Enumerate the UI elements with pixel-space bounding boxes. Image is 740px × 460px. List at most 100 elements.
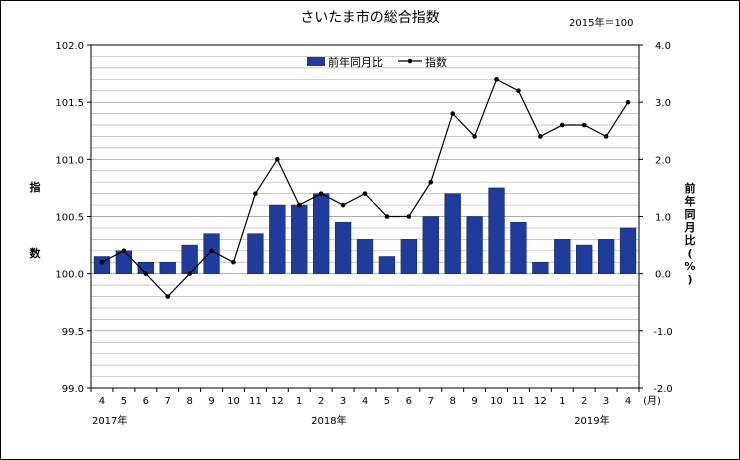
right-tick-label: 4.0 [655, 41, 671, 52]
right-tick-label: 3.0 [655, 98, 671, 109]
left-tick-label: 102.0 [55, 41, 84, 52]
gridlines [91, 56, 639, 377]
bar [291, 204, 308, 274]
left-tick-label: 99.0 [62, 384, 84, 395]
bar [422, 216, 439, 274]
right-tick-label: 0.0 [655, 270, 671, 281]
x-tick-label: 4 [625, 396, 631, 407]
line-point [99, 259, 105, 265]
right-axis-label: 前年同月比(%) [684, 181, 696, 286]
bar [378, 256, 396, 274]
line-point [362, 191, 368, 196]
x-tick-label: 6 [143, 396, 149, 407]
bar [356, 239, 374, 274]
right-tick-label: -1.0 [653, 327, 673, 338]
line-point [603, 134, 609, 139]
x-tick-label: 3 [340, 396, 346, 407]
bar [269, 204, 286, 274]
x-tick-label: 12 [271, 396, 284, 407]
right-axis-char: ) [687, 273, 692, 286]
right-axis-char: 同 [685, 208, 696, 221]
bar [554, 239, 571, 274]
line-point [472, 134, 477, 139]
x-tick-label: 1 [296, 396, 302, 407]
left-tick-label: 101.0 [55, 155, 84, 166]
line-point [275, 157, 280, 162]
line-point [253, 191, 258, 196]
bar-series [93, 187, 637, 274]
base-year-note: 2015年＝100 [569, 16, 634, 29]
line-point [581, 122, 587, 128]
chart-title: さいたま市の総合指数 [300, 9, 440, 26]
left-axis-char: 数 [30, 246, 42, 260]
legend-label-bar: 前年同月比 [328, 55, 383, 69]
legend-swatch-bar [307, 57, 325, 66]
x-tick-label: 7 [428, 396, 434, 407]
x-tick-label: 8 [449, 396, 455, 407]
year-label: 2017年 [92, 414, 127, 427]
bar [576, 244, 593, 274]
x-axis-ticks: 4 5 6 7 8 9 10 11 12 1 2 3 4 5 6 7 8 9 10 11 12 1 2 3 4 (月)2017年 2… [90, 388, 661, 427]
year-label: 2018年 [311, 414, 346, 427]
left-axis-ticks: 99.0 99.5 100.0 100.5 101.0 101.5 102.0 [55, 41, 91, 395]
line-point [494, 77, 499, 82]
line-point [450, 111, 455, 116]
line-point [625, 99, 631, 105]
bar [247, 233, 264, 274]
x-tick-label: 9 [471, 396, 477, 407]
left-axis-char: 指 [30, 180, 41, 194]
x-tick-label: 3 [603, 396, 609, 407]
bar [532, 261, 549, 274]
x-tick-label: 9 [208, 396, 214, 407]
bar [466, 216, 483, 274]
x-tick-label: 4 [99, 396, 105, 407]
left-tick-label: 100.0 [55, 270, 84, 281]
x-tick-label: 1 [559, 396, 565, 407]
bar [619, 227, 637, 274]
bar [400, 239, 417, 274]
line-point [406, 214, 412, 219]
legend-swatch-marker [407, 58, 413, 64]
line-point [121, 248, 127, 254]
x-tick-label: 11 [249, 396, 262, 407]
bar [510, 221, 527, 274]
year-label: 2019年 [574, 414, 609, 427]
line-point [165, 294, 171, 299]
bar [597, 239, 615, 274]
line-point [187, 271, 192, 276]
left-tick-label: 100.5 [55, 213, 84, 224]
x-tick-label: 8 [186, 396, 192, 407]
line-point [559, 122, 565, 128]
line-point [143, 271, 149, 276]
left-tick-label: 101.5 [55, 98, 84, 109]
right-axis-char: 月 [684, 221, 696, 234]
right-tick-label: 2.0 [655, 155, 671, 166]
x-tick-label: 6 [406, 396, 412, 407]
line-point [231, 259, 236, 265]
line-point [516, 88, 521, 94]
legend-label-line: 指数 [425, 55, 447, 69]
line-point [538, 134, 543, 139]
line-series [99, 77, 631, 299]
line-point [209, 248, 214, 254]
x-tick-label: 5 [384, 396, 390, 407]
right-axis-char: 年 [685, 194, 696, 208]
right-axis-char: ( [687, 247, 692, 260]
legend: 前年同月比 指数 [307, 55, 447, 69]
x-unit-label: (月) [643, 395, 661, 407]
x-tick-label: 12 [534, 396, 547, 407]
x-tick-label: 5 [121, 396, 127, 407]
bar [334, 221, 352, 274]
line-point [428, 179, 434, 185]
right-axis-char: % [684, 260, 695, 273]
bar [444, 193, 461, 274]
right-tick-label: 1.0 [655, 213, 671, 224]
line-point [296, 202, 302, 208]
x-tick-label: 2 [581, 396, 587, 407]
bar [159, 261, 176, 274]
x-tick-label: 4 [362, 396, 368, 407]
right-tick-label: -2.0 [653, 384, 673, 395]
line-point [384, 214, 390, 219]
bar [203, 233, 220, 274]
